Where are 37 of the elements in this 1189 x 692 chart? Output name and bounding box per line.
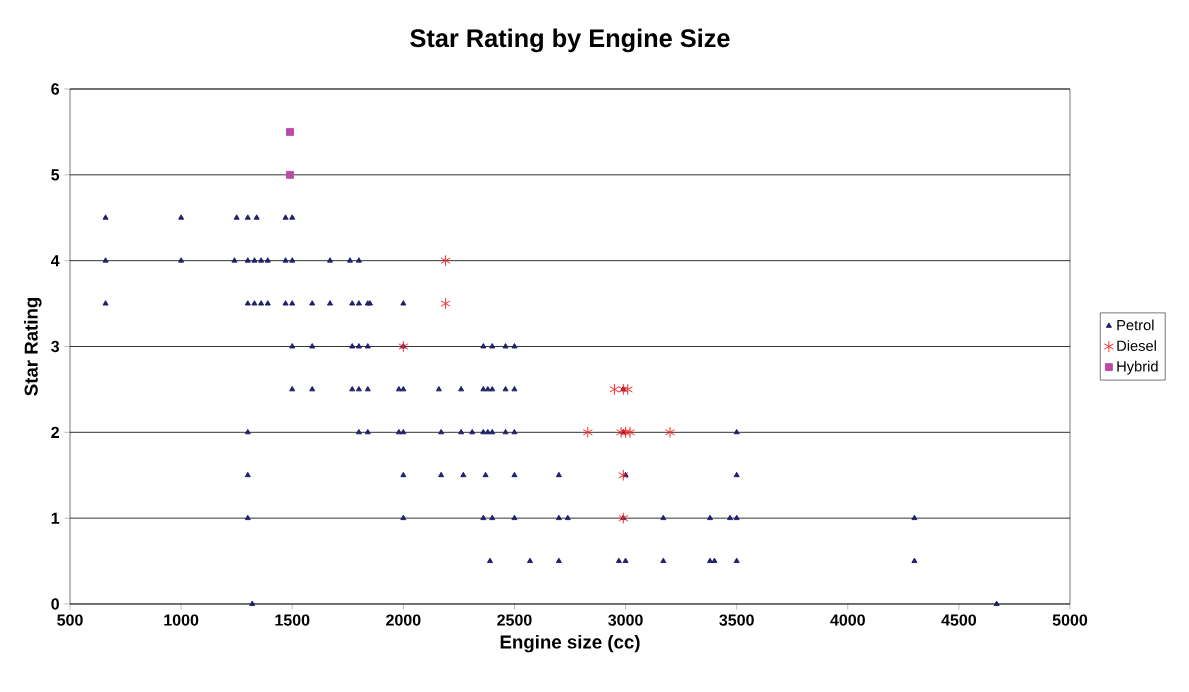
x-tick-label: 4500: [941, 614, 977, 626]
point: [286, 127, 294, 136]
x-tick-label: 1500: [275, 614, 310, 626]
point: [624, 426, 636, 439]
point: [620, 426, 631, 439]
y-tick-label: 0: [51, 598, 59, 610]
x-tick-label: 4000: [830, 614, 865, 626]
y-tick-label: 5: [51, 169, 60, 181]
x-tick-label: 5000: [1052, 614, 1088, 626]
point: [664, 426, 676, 439]
x-tick-label: 3500: [719, 614, 754, 626]
point: [616, 426, 627, 439]
y-tick-label: 2: [51, 426, 59, 438]
point: [440, 297, 451, 310]
y-tick-label: 4: [50, 255, 60, 267]
y-tick-label: 3: [51, 340, 60, 353]
x-tick-label: 2000: [386, 614, 421, 626]
x-tick-label: 3000: [608, 614, 643, 626]
y-tick-label: 1: [51, 512, 60, 524]
point: [618, 469, 629, 482]
point: [398, 340, 409, 353]
x-tick-label: 500: [57, 614, 83, 626]
legend-label: Hybrid: [1117, 360, 1158, 375]
x-tick-label: 1000: [164, 614, 199, 626]
x-axis-title: Engine size (cc): [500, 634, 640, 653]
point: [440, 254, 451, 267]
point: [609, 383, 620, 396]
chart-title: Star Rating by Engine Size: [410, 28, 730, 53]
x-tick-label: 2500: [497, 614, 532, 626]
legend-label: Petrol: [1117, 319, 1154, 331]
y-tick-label: 6: [51, 83, 60, 95]
legend-label: Diesel: [1117, 340, 1156, 351]
point: [286, 170, 294, 179]
point: [622, 383, 633, 396]
point: [582, 426, 593, 439]
y-axis-title: Star Rating: [24, 297, 42, 396]
point: [618, 383, 629, 396]
